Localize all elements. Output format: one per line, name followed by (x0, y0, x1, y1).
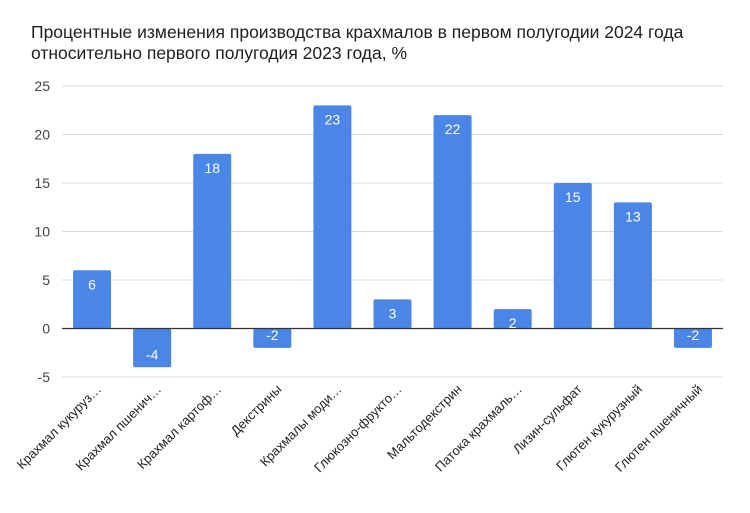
y-tick-label: 10 (34, 224, 50, 240)
gridlines (62, 85, 723, 378)
bar (253, 328, 292, 348)
y-tick-label: 20 (34, 127, 50, 143)
y-tick-label: 15 (34, 175, 50, 191)
data-label: -2 (266, 327, 279, 343)
data-label: 13 (625, 208, 641, 224)
y-tick-label: 5 (42, 272, 50, 288)
y-tick-label: 0 (42, 321, 50, 337)
data-label: 6 (88, 276, 96, 292)
bar (133, 328, 172, 368)
y-tick-label: 25 (34, 78, 50, 94)
bar (73, 270, 112, 329)
data-label: 23 (325, 111, 341, 127)
bar (373, 299, 412, 329)
y-tick-label: -5 (38, 369, 51, 385)
x-tick-label: Декстрины (228, 382, 285, 439)
bar (673, 328, 712, 348)
y-axis-ticks: 25 20 15 10 5 0 -5 (34, 78, 50, 385)
bar (613, 202, 652, 329)
data-label: 3 (389, 305, 397, 321)
bar (313, 105, 352, 329)
data-label: 15 (565, 189, 581, 205)
bar (553, 183, 592, 329)
data-label: 18 (204, 160, 220, 176)
chart-title: Процентные изменения производства крахма… (31, 22, 684, 63)
bar (193, 153, 232, 329)
bar (493, 309, 532, 329)
data-label: -4 (146, 346, 159, 362)
x-axis-ticks: Крахмал кукуруз…Крахмал пшенич…Крахмал к… (14, 381, 705, 475)
data-label: -2 (687, 327, 700, 343)
bar (433, 115, 472, 329)
data-label: 2 (509, 315, 517, 331)
bars (73, 105, 712, 368)
data-label: 22 (445, 121, 461, 137)
